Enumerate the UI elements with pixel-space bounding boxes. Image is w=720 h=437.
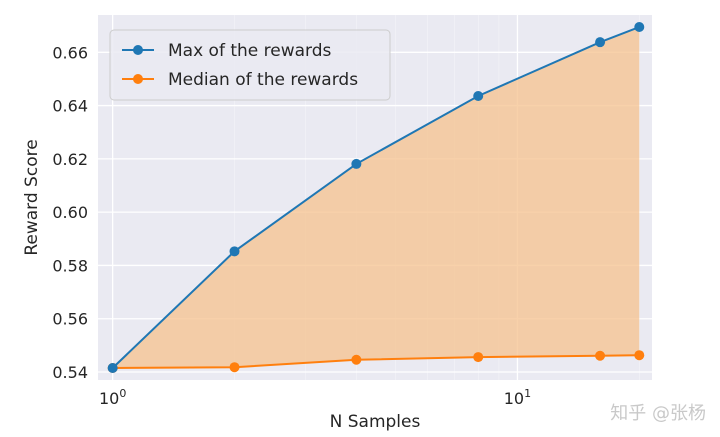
data-point: [107, 363, 118, 374]
data-point: [351, 158, 362, 169]
legend-marker: [133, 74, 143, 84]
data-point: [634, 21, 645, 32]
y-axis-label: Reward Score: [22, 139, 42, 255]
y-tick-label: 0.54: [52, 363, 88, 382]
legend-item: Median of the rewards: [122, 70, 358, 90]
x-tick-label: 100: [99, 387, 126, 408]
legend: Max of the rewards Median of the rewards: [109, 29, 391, 101]
x-axis-label: N Samples: [330, 412, 421, 432]
fill-layer: [112, 26, 640, 369]
data-point: [634, 350, 645, 361]
y-tick-label: 0.56: [52, 310, 88, 329]
series-layer: [107, 21, 645, 374]
legend-marker: [133, 45, 143, 55]
series-line: [112, 354, 640, 370]
y-tick-label: 0.62: [52, 150, 88, 169]
x-tick-label: 101: [504, 387, 531, 408]
data-point: [473, 352, 484, 363]
fill-between-area: [112, 26, 640, 369]
legend-label: Median of the rewards: [168, 70, 358, 90]
tick-labels: 0.54 0.56 0.58 0.60 0.62 0.64 0.66 100 101: [52, 43, 531, 408]
data-point: [473, 90, 484, 101]
legend-item: Max of the rewards: [122, 41, 332, 61]
y-tick-label: 0.60: [52, 203, 88, 222]
legend-box: [109, 29, 391, 101]
data-point: [351, 354, 362, 365]
series-line: [111, 26, 640, 369]
series-max: [107, 21, 645, 374]
y-tick-label: 0.58: [52, 256, 88, 275]
data-point: [595, 350, 606, 361]
data-point: [229, 362, 240, 373]
data-point: [229, 246, 240, 257]
legend-label: Max of the rewards: [168, 41, 332, 61]
y-tick-label: 0.64: [52, 97, 88, 116]
watermark: 知乎 @张杨: [610, 403, 706, 424]
y-tick-label: 0.66: [52, 43, 88, 62]
data-point: [595, 37, 606, 48]
